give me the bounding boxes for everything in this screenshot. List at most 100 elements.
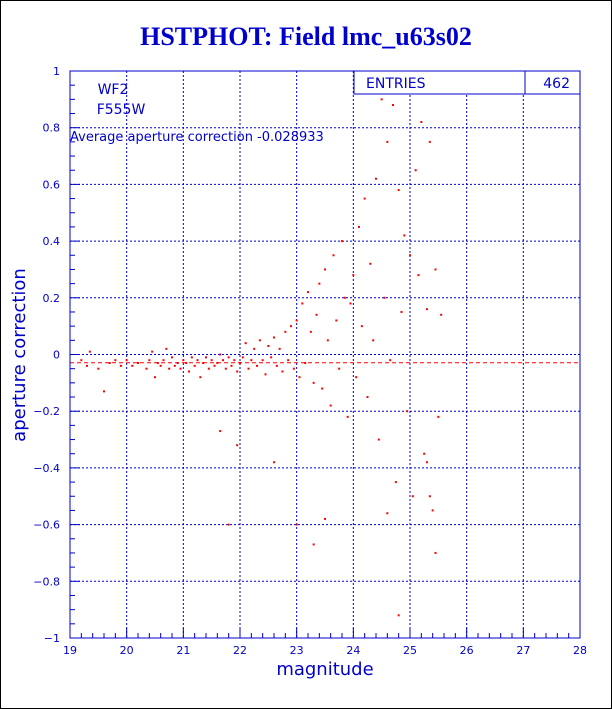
data-point	[278, 347, 281, 350]
data-point	[341, 240, 343, 243]
y-tick-label: 0.2	[43, 292, 61, 305]
data-point	[324, 268, 326, 271]
data-point	[298, 376, 301, 379]
x-tick-label: 25	[403, 644, 417, 657]
data-point	[366, 396, 369, 399]
y-tick-label: −0.4	[33, 462, 60, 475]
data-point	[190, 356, 193, 359]
y-tick-label: 0.4	[43, 235, 61, 248]
data-point	[241, 356, 244, 359]
data-point	[193, 364, 196, 367]
data-point	[176, 362, 179, 365]
y-axis-label: aperture correction	[9, 268, 30, 442]
data-point	[352, 274, 355, 277]
data-point	[210, 359, 213, 362]
data-point	[295, 523, 298, 526]
data-point	[397, 614, 400, 617]
data-point	[267, 344, 270, 347]
data-point	[428, 495, 431, 498]
data-point	[292, 367, 295, 370]
data-point	[230, 364, 233, 367]
data-point	[273, 336, 275, 339]
data-point	[171, 356, 173, 359]
data-point	[428, 140, 431, 143]
data-point	[182, 359, 185, 362]
data-point	[202, 362, 205, 365]
data-point	[375, 177, 377, 180]
data-point	[312, 543, 315, 546]
data-point	[179, 367, 182, 370]
data-point	[219, 430, 222, 433]
legend-detector: WF2	[98, 82, 129, 98]
data-point	[309, 330, 312, 333]
data-point	[426, 461, 428, 464]
data-point	[414, 169, 417, 172]
data-point	[290, 325, 292, 328]
data-point	[273, 461, 275, 464]
data-point	[188, 370, 190, 373]
data-point	[397, 189, 400, 192]
data-point	[372, 339, 375, 342]
average-annotation: Average aperture correction -0.028933	[70, 130, 324, 145]
data-point	[162, 359, 165, 362]
data-point	[318, 282, 321, 285]
data-point	[329, 404, 332, 407]
x-tick-label: 27	[516, 644, 530, 657]
data-points	[80, 98, 443, 617]
data-point	[233, 359, 236, 362]
data-point	[131, 364, 134, 367]
y-tick-label: 0	[53, 349, 60, 362]
data-point	[196, 359, 199, 362]
y-tick-label: −0.2	[33, 405, 60, 418]
data-point	[103, 390, 105, 393]
data-point	[145, 367, 148, 370]
y-tick-label: 1	[53, 65, 60, 78]
data-point	[154, 376, 156, 379]
data-point	[125, 359, 128, 362]
x-tick-label: 22	[233, 644, 247, 657]
data-point	[437, 415, 440, 418]
data-point	[156, 362, 159, 365]
y-tick-label: 0.6	[43, 178, 61, 191]
data-point	[256, 364, 258, 367]
stats-box-border	[353, 70, 581, 95]
x-tick-label: 23	[290, 644, 304, 657]
y-tick-label: 0.8	[43, 122, 61, 135]
data-point	[346, 415, 349, 418]
data-point	[389, 359, 392, 362]
data-point	[434, 268, 437, 271]
y-axis-ticks: −1 −0.8 −0.6 −0.4 −0.2 0 0.2 0.4 0.6 0.8 1	[33, 65, 80, 645]
data-point	[343, 296, 346, 299]
data-point	[417, 274, 420, 277]
data-point	[224, 367, 227, 370]
data-point	[423, 452, 426, 455]
data-point	[86, 364, 88, 367]
data-point	[236, 444, 239, 447]
x-tick-label: 21	[176, 644, 190, 657]
data-point	[332, 254, 335, 257]
data-point	[151, 350, 154, 353]
data-point	[363, 197, 366, 200]
stats-box: ENTRIES 462	[353, 70, 581, 95]
data-point	[244, 342, 247, 345]
data-point	[275, 364, 278, 367]
data-point	[358, 225, 360, 228]
legend-filter: F555W	[97, 102, 146, 118]
data-point	[400, 310, 403, 313]
data-point	[411, 495, 414, 498]
data-point	[227, 356, 230, 359]
data-point	[250, 359, 253, 362]
data-point	[307, 291, 309, 294]
data-point	[338, 367, 341, 370]
data-point	[137, 362, 139, 365]
data-point	[394, 481, 397, 484]
data-point	[120, 364, 122, 367]
data-point	[315, 313, 318, 316]
data-point	[295, 319, 298, 322]
data-point	[264, 373, 267, 376]
data-point	[205, 356, 207, 359]
data-point	[236, 370, 239, 373]
data-point	[270, 356, 273, 359]
data-point	[392, 104, 394, 107]
data-point	[281, 370, 284, 373]
